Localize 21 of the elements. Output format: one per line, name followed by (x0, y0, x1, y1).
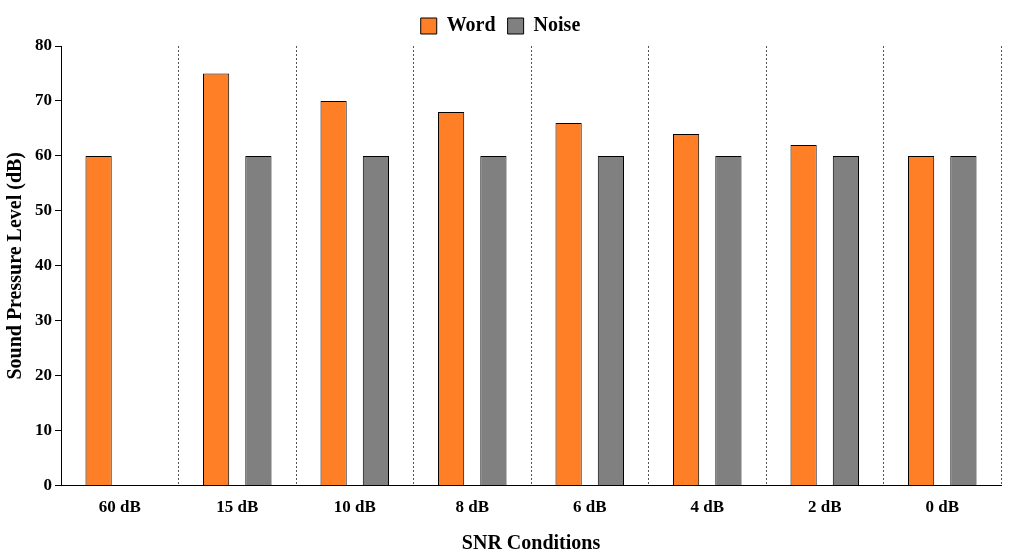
x-tick-label: 60 dB (98, 497, 141, 517)
y-tick-label: 70 (35, 90, 52, 110)
y-tick-label: 40 (35, 255, 52, 275)
x-tick-label: 6 dB (572, 497, 607, 517)
x-tick-label: 2 dB (807, 497, 842, 517)
x-tick-label: 0 dB (925, 497, 960, 517)
y-tick-label: 20 (35, 365, 52, 385)
y-tick-label: 80 (35, 35, 52, 55)
y-tick-label: 0 (43, 474, 52, 494)
x-tick-label: 4 dB (690, 497, 725, 517)
legend-label: Word (446, 13, 496, 36)
x-tick-label: 15 dB (216, 497, 259, 517)
y-tick-label: 60 (35, 145, 52, 165)
y-tick-label: 10 (35, 420, 52, 440)
x-tick-label: 8 dB (455, 497, 490, 517)
legend-label: Noise (533, 13, 581, 36)
x-axis-title: SNR Conditions (461, 531, 601, 554)
x-tick-label: 10 dB (333, 497, 376, 517)
y-tick-label: 30 (35, 310, 52, 330)
y-tick-label: 50 (35, 200, 52, 220)
y-axis-title: Sound Pressure Level (dB) (3, 151, 27, 380)
